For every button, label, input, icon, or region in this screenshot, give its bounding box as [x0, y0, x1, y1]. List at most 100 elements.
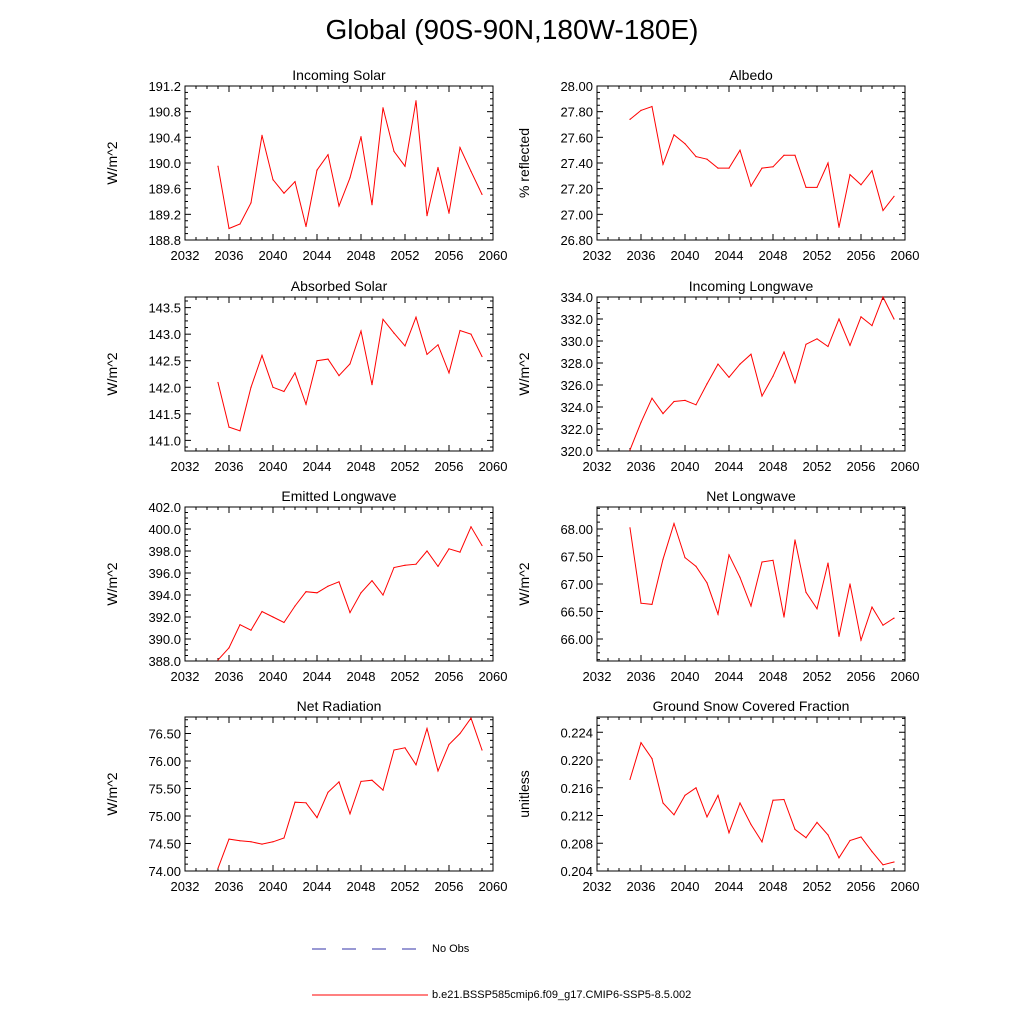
- data-point: [283, 837, 285, 839]
- x-tick-label: 2032: [171, 459, 200, 474]
- chart-panel-1: Incoming Solar 2032 2036 2040 2044 2048 2052 20…: [104, 67, 507, 263]
- x-tick-label: 2060: [479, 669, 508, 684]
- data-point: [827, 834, 829, 836]
- x-tick-label: 2040: [671, 248, 700, 263]
- data-point: [651, 397, 653, 399]
- x-tick-label: 2060: [891, 459, 920, 474]
- chart-panel-7: Net Radiation 2032 2036 2040 2044 2048 2052 205…: [104, 698, 507, 894]
- data-point: [239, 624, 241, 626]
- y-tick-label: 76.00: [148, 754, 181, 769]
- x-tick-label: 2048: [759, 248, 788, 263]
- data-point: [893, 195, 895, 197]
- y-tick-label: 142.0: [148, 380, 181, 395]
- data-point: [305, 403, 307, 405]
- x-tick-label: 2036: [215, 459, 244, 474]
- data-point: [860, 184, 862, 186]
- data-point: [371, 580, 373, 582]
- data-point: [629, 449, 631, 451]
- x-tick-label: 2048: [347, 248, 376, 263]
- data-point: [871, 606, 873, 608]
- y-tick-label: 27.40: [560, 156, 593, 171]
- data-point: [338, 581, 340, 583]
- data-point: [816, 821, 818, 824]
- data-point: [750, 185, 752, 187]
- data-point: [794, 828, 796, 831]
- y-tick-label: 66.50: [560, 605, 593, 620]
- data-point: [640, 602, 642, 604]
- data-point: [783, 351, 785, 353]
- data-point: [327, 585, 329, 587]
- data-point: [316, 592, 318, 594]
- data-point: [651, 603, 653, 606]
- x-tick-label: 2040: [259, 879, 288, 894]
- data-point: [283, 621, 285, 624]
- data-point: [882, 864, 884, 866]
- data-point: [470, 333, 472, 335]
- y-tick-label: 191.2: [148, 79, 181, 94]
- y-tick-label: 74.50: [148, 837, 181, 852]
- data-point: [838, 318, 840, 320]
- data-point: [261, 610, 263, 613]
- chart-panel-6: Net Longwave 2032 2036 2040 2044 2048 2052 2056…: [516, 488, 919, 684]
- y-axis-label: W/m^2: [104, 562, 120, 605]
- x-tick-label: 2044: [715, 879, 744, 894]
- data-point: [382, 789, 384, 791]
- x-tick-label: 2056: [435, 459, 464, 474]
- data-point: [228, 647, 230, 649]
- data-point: [871, 170, 873, 172]
- data-point: [695, 404, 697, 406]
- data-point: [316, 817, 318, 819]
- data-point: [794, 539, 796, 541]
- y-tick-label: 142.5: [148, 354, 181, 369]
- data-point: [349, 813, 351, 815]
- x-tick-label: 2048: [759, 459, 788, 474]
- data-point: [728, 832, 730, 834]
- data-point: [448, 372, 450, 374]
- y-tick-label: 67.00: [560, 577, 593, 592]
- data-point: [706, 158, 708, 160]
- data-point: [816, 186, 818, 188]
- data-point: [860, 316, 862, 318]
- data-point: [217, 867, 219, 869]
- data-point: [706, 582, 708, 584]
- x-tick-label: 2032: [171, 669, 200, 684]
- y-tick-label: 334.0: [560, 290, 593, 305]
- data-point: [272, 386, 274, 388]
- y-tick-label: 28.00: [560, 79, 593, 94]
- data-point: [849, 174, 851, 176]
- data-point: [706, 816, 708, 818]
- data-point: [305, 802, 307, 804]
- data-point: [783, 798, 785, 801]
- data-point: [739, 576, 741, 579]
- legend-label-model-run: b.e21.BSSP585cmip6.f09_g17.CMIP6-SSP5-8.…: [432, 989, 692, 1001]
- data-point: [404, 345, 406, 347]
- data-point: [470, 170, 472, 172]
- data-point: [481, 749, 483, 751]
- data-point: [717, 167, 719, 169]
- data-point: [772, 166, 774, 168]
- data-point: [239, 430, 241, 432]
- data-point: [651, 105, 653, 108]
- data-point: [294, 181, 296, 183]
- data-point: [481, 355, 483, 358]
- data-point: [695, 565, 697, 568]
- y-tick-label: 68.00: [560, 522, 593, 537]
- x-tick-label: 2052: [391, 459, 420, 474]
- x-tick-label: 2036: [627, 669, 656, 684]
- data-point: [794, 154, 796, 156]
- data-point: [882, 209, 884, 212]
- data-point: [684, 143, 686, 145]
- x-tick-label: 2056: [847, 248, 876, 263]
- panel-title: Incoming Longwave: [689, 278, 814, 294]
- y-axis-label: W/m^2: [104, 772, 120, 815]
- x-tick-label: 2056: [847, 669, 876, 684]
- data-point: [662, 413, 664, 415]
- series-line: [217, 525, 483, 661]
- y-tick-label: 190.4: [148, 130, 181, 145]
- data-point: [783, 616, 785, 618]
- data-point: [305, 225, 307, 228]
- data-point: [838, 226, 840, 228]
- x-tick-label: 2044: [715, 669, 744, 684]
- panel-title: Net Radiation: [297, 698, 382, 714]
- data-point: [360, 136, 362, 138]
